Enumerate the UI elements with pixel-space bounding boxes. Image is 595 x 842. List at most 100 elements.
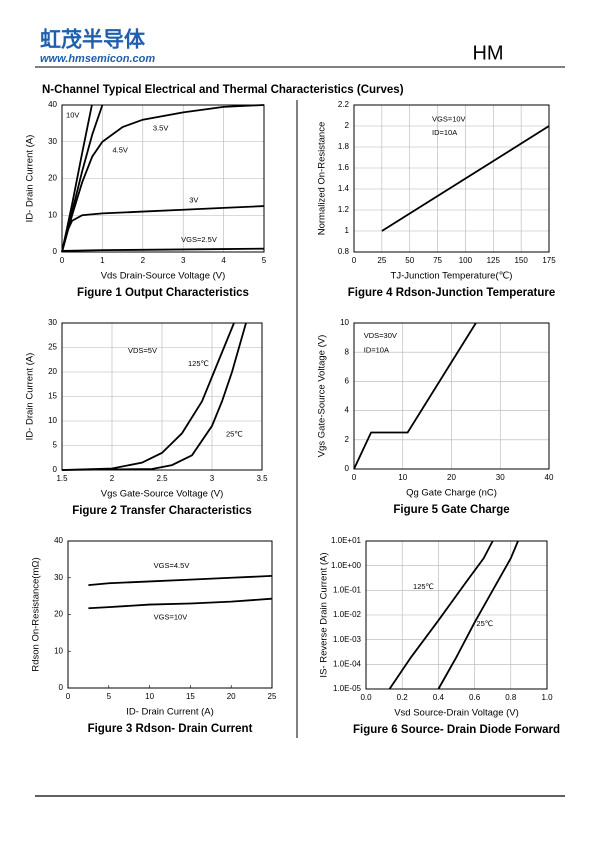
data-line xyxy=(381,125,550,232)
plot-frame xyxy=(61,104,265,253)
data-line xyxy=(61,322,247,471)
data-line xyxy=(61,247,265,252)
data-line xyxy=(61,104,265,253)
x-tick-label: 25 xyxy=(377,256,386,265)
y-axis-label: Vgs Gate-Source Voltage (V) xyxy=(317,335,328,458)
data-line xyxy=(88,575,273,586)
x-tick-label: 30 xyxy=(496,473,505,482)
y-tick-label: 2 xyxy=(345,435,350,444)
x-tick-label: 20 xyxy=(447,473,456,482)
y-tick-label: 20 xyxy=(54,610,63,619)
y-tick-label: 1.0E-01 xyxy=(333,585,362,594)
x-tick-label: 10 xyxy=(398,473,407,482)
series-label: 4.5V xyxy=(113,146,128,155)
plot-frame xyxy=(365,540,548,690)
x-tick-label: 5 xyxy=(107,692,112,701)
y-axis-label: Normalized On-Resistance xyxy=(317,122,328,236)
y-axis-label: IS- Reverse Drain Current (A) xyxy=(319,552,330,677)
y-axis-label: ID- Drain Current (A) xyxy=(25,353,36,441)
y-tick-label: 1.0E-03 xyxy=(333,635,362,644)
x-tick-label: 40 xyxy=(545,473,554,482)
x-tick-label: 10 xyxy=(145,692,154,701)
y-axis-label: ID- Drain Current (A) xyxy=(25,135,36,223)
y-tick-label: 10 xyxy=(48,416,57,425)
y-tick-label: 6 xyxy=(345,377,350,386)
chart-title: Figure 3 Rdson- Drain Current xyxy=(88,723,253,735)
brand: HM xyxy=(472,42,503,64)
annotation: ID=10A xyxy=(364,346,389,355)
y-tick-label: 30 xyxy=(48,318,57,327)
x-tick-label: 2 xyxy=(110,474,115,483)
website: www.hmsemicon.com xyxy=(40,53,155,65)
y-tick-label: 10 xyxy=(48,210,57,219)
y-tick-label: 0 xyxy=(345,464,350,473)
x-axis-label: Qg Gate Charge (nC) xyxy=(406,488,497,499)
x-tick-label: 0 xyxy=(352,256,357,265)
x-tick-label: 0 xyxy=(60,256,65,265)
y-tick-label: 2 xyxy=(345,121,350,130)
x-tick-label: 4 xyxy=(221,256,226,265)
data-line xyxy=(437,540,519,690)
annotation: VDS=30V xyxy=(364,331,397,340)
x-tick-label: 50 xyxy=(405,256,414,265)
y-tick-label: 1.0E+01 xyxy=(331,536,362,545)
x-axis-label: Vsd Source-Drain Voltage (V) xyxy=(394,708,519,719)
chart-title: Figure 2 Transfer Characteristics xyxy=(72,505,252,517)
x-tick-label: 3 xyxy=(210,474,215,483)
y-tick-label: 10 xyxy=(340,318,349,327)
series-label: 3.5V xyxy=(153,124,168,133)
series-label: 25℃ xyxy=(226,430,243,439)
y-tick-label: 25 xyxy=(48,343,57,352)
x-tick-label: 2 xyxy=(141,256,146,265)
x-tick-label: 1.5 xyxy=(56,474,68,483)
series-label: 25℃ xyxy=(476,619,493,628)
x-tick-label: 0.2 xyxy=(397,693,409,702)
chart-title: Figure 5 Gate Charge xyxy=(393,504,509,516)
annotation: VGS=10V xyxy=(432,115,466,124)
y-tick-label: 0.8 xyxy=(338,247,350,256)
x-tick-label: 1.0 xyxy=(541,693,553,702)
y-tick-label: 20 xyxy=(48,367,57,376)
plot-frame xyxy=(61,322,263,471)
y-tick-label: 1.2 xyxy=(338,205,350,214)
logo-cn: 虹茂半导体 xyxy=(40,28,146,52)
y-tick-label: 2.2 xyxy=(338,100,350,109)
plot-frame xyxy=(353,322,550,470)
x-tick-label: 20 xyxy=(227,692,236,701)
y-tick-label: 5 xyxy=(53,441,58,450)
x-tick-label: 0.4 xyxy=(433,693,445,702)
data-line xyxy=(388,540,494,690)
y-tick-label: 1 xyxy=(345,226,350,235)
x-tick-label: 125 xyxy=(487,256,501,265)
y-tick-label: 30 xyxy=(54,573,63,582)
x-tick-label: 5 xyxy=(262,256,267,265)
x-tick-label: 0.6 xyxy=(469,693,481,702)
x-axis-label: ID- Drain Current (A) xyxy=(126,707,214,718)
data-line xyxy=(353,322,477,470)
y-tick-label: 0 xyxy=(53,247,58,256)
data-line xyxy=(61,205,265,253)
x-tick-label: 25 xyxy=(268,692,277,701)
x-tick-label: 0 xyxy=(352,473,357,482)
y-tick-label: 1.0E+00 xyxy=(331,561,362,570)
y-tick-label: 8 xyxy=(345,347,350,356)
x-tick-label: 100 xyxy=(459,256,473,265)
y-axis-label: Rdson On-Resistance(mΩ) xyxy=(31,557,42,671)
annotation: ID=10A xyxy=(432,128,457,137)
y-tick-label: 30 xyxy=(48,137,57,146)
series-label: 125℃ xyxy=(188,359,209,368)
x-tick-label: 75 xyxy=(433,256,442,265)
y-tick-label: 1.8 xyxy=(338,142,350,151)
plot-frame xyxy=(67,540,273,689)
x-tick-label: 15 xyxy=(186,692,195,701)
y-tick-label: 40 xyxy=(54,536,63,545)
series-label: 3V xyxy=(189,196,198,205)
x-tick-label: 0.8 xyxy=(505,693,517,702)
y-tick-label: 40 xyxy=(48,100,57,109)
plot-frame xyxy=(353,104,550,253)
x-axis-label: Vds Drain-Source Voltage (V) xyxy=(101,271,226,282)
chart-title: Figure 6 Source- Drain Diode Forward xyxy=(353,724,560,736)
data-line xyxy=(61,322,235,471)
y-tick-label: 0 xyxy=(59,683,64,692)
